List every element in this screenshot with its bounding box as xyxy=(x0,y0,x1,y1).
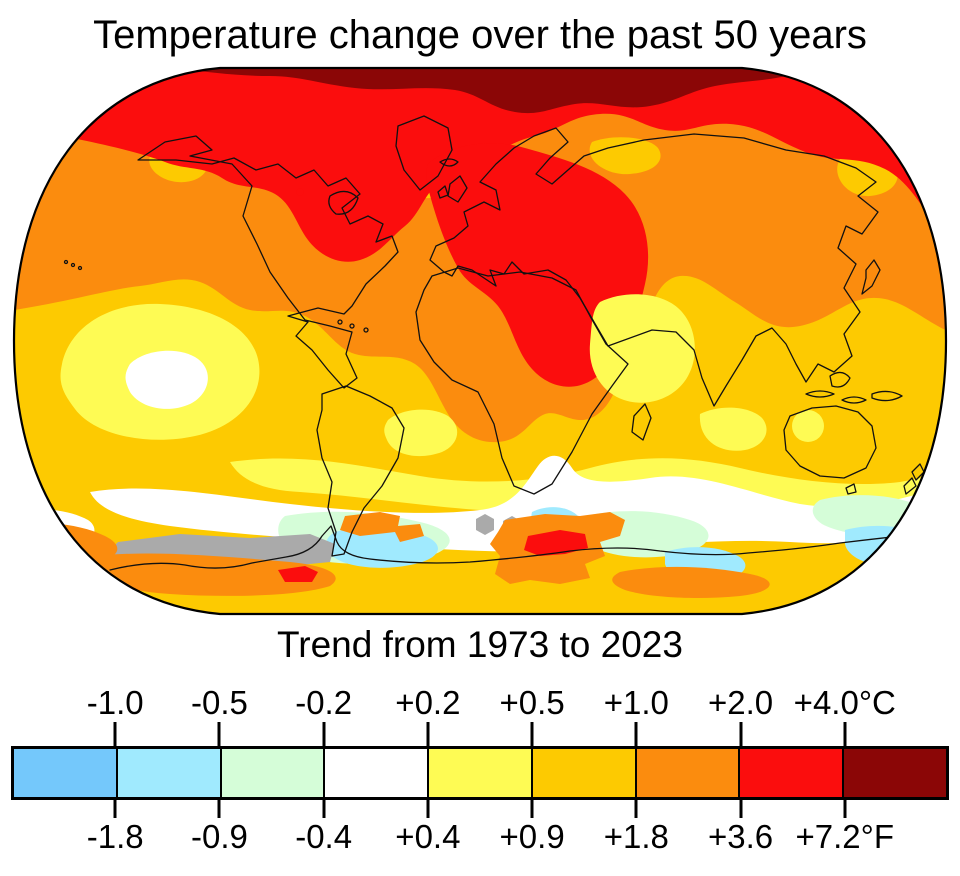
bottom-tick-8 xyxy=(843,800,847,818)
island-dot xyxy=(70,262,76,268)
bottom-tick-3 xyxy=(322,800,326,818)
lbl-bottom-5: +1.8 xyxy=(603,818,669,855)
world-map-container xyxy=(0,64,960,620)
coast-eurasia xyxy=(429,127,879,407)
coast-antarctica xyxy=(109,525,939,571)
map-outline xyxy=(12,66,948,616)
legend-cell-8 xyxy=(844,749,947,797)
legend-bar xyxy=(11,746,949,800)
coast-hudson-bay xyxy=(328,190,359,215)
map-subtitle: Trend from 1973 to 2023 xyxy=(277,624,683,665)
antarctic-red-patches xyxy=(278,530,588,582)
coast-tasmania xyxy=(845,483,857,495)
lbl-top-6: +2.0 xyxy=(707,684,774,721)
coast-ireland xyxy=(437,185,449,199)
coast-south-america xyxy=(316,385,405,557)
coast-australia xyxy=(783,405,877,479)
lbl-top-0: -1.0 xyxy=(86,684,144,721)
legend-cell-0 xyxy=(14,749,118,797)
lbl-bottom-7: +7.2°F xyxy=(795,818,895,855)
lbl-top-2: -0.2 xyxy=(295,684,353,721)
coast-new-guinea xyxy=(871,390,903,402)
legend-cell-1 xyxy=(117,749,222,797)
legend-cell-4 xyxy=(429,749,533,797)
lbl-bottom-1: -0.9 xyxy=(191,818,248,855)
legend-cell-2 xyxy=(221,749,326,797)
island-dot xyxy=(363,327,369,333)
legend-cell-5 xyxy=(532,749,637,797)
top-tick-5 xyxy=(530,722,534,746)
bottom-tick-1 xyxy=(113,800,117,818)
lbl-top-1: -0.5 xyxy=(191,684,248,721)
island-dot xyxy=(337,319,343,325)
coast-sumatra xyxy=(805,390,835,398)
coast-africa xyxy=(415,267,629,495)
bottom-tick-2 xyxy=(217,800,221,818)
coast-new-zealand-south xyxy=(903,477,917,495)
legend-cell-3 xyxy=(325,749,430,797)
color-scale-legend: -1.0 -0.5 -0.2 +0.2 +0.5 +1.0 +2.0 +4.0°C -1.8 -… xyxy=(11,684,949,855)
coast-iceland xyxy=(439,158,459,167)
bottom-tick-4 xyxy=(426,800,430,818)
island-dot xyxy=(77,265,83,271)
top-tick-6 xyxy=(634,722,638,746)
top-tick-8 xyxy=(843,722,847,746)
bottom-tick-5 xyxy=(530,800,534,818)
lbl-top-7: +4.0°C xyxy=(793,684,896,721)
top-tick-7 xyxy=(739,722,743,746)
world-map xyxy=(12,66,948,616)
top-tick-4 xyxy=(426,722,430,746)
legend-cell-7 xyxy=(740,749,845,797)
legend-cell-6 xyxy=(636,749,741,797)
top-tick-1 xyxy=(113,722,117,746)
lbl-bottom-3: +0.4 xyxy=(395,818,461,855)
top-tick-row xyxy=(11,722,949,746)
coast-madagascar xyxy=(631,403,652,441)
bottom-tick-7 xyxy=(739,800,743,818)
coast-japan xyxy=(861,259,881,295)
top-tick-2 xyxy=(217,722,221,746)
lbl-bottom-2: -0.4 xyxy=(295,818,353,855)
lbl-bottom-4: +0.9 xyxy=(499,818,565,855)
dark-red-polar-cap xyxy=(150,68,810,113)
lbl-bottom-0: -1.8 xyxy=(86,818,144,855)
lbl-top-5: +1.0 xyxy=(603,684,669,721)
coast-java xyxy=(841,396,867,404)
red-dot-newfoundland xyxy=(296,188,304,196)
bottom-tick-row xyxy=(11,800,949,818)
lbl-top-4: +0.5 xyxy=(499,684,565,721)
page-title: Temperature change over the past 50 year… xyxy=(93,13,867,57)
top-tick-3 xyxy=(322,722,326,746)
bottom-tick-6 xyxy=(634,800,638,818)
coast-borneo xyxy=(829,371,851,388)
island-dot xyxy=(349,323,355,329)
coastlines xyxy=(63,115,939,571)
coast-greenland xyxy=(395,115,453,191)
lbl-top-3: +0.2 xyxy=(395,684,461,721)
island-dot xyxy=(63,259,69,265)
lbl-bottom-6: +3.6 xyxy=(707,818,774,855)
coast-north-america xyxy=(137,135,399,389)
